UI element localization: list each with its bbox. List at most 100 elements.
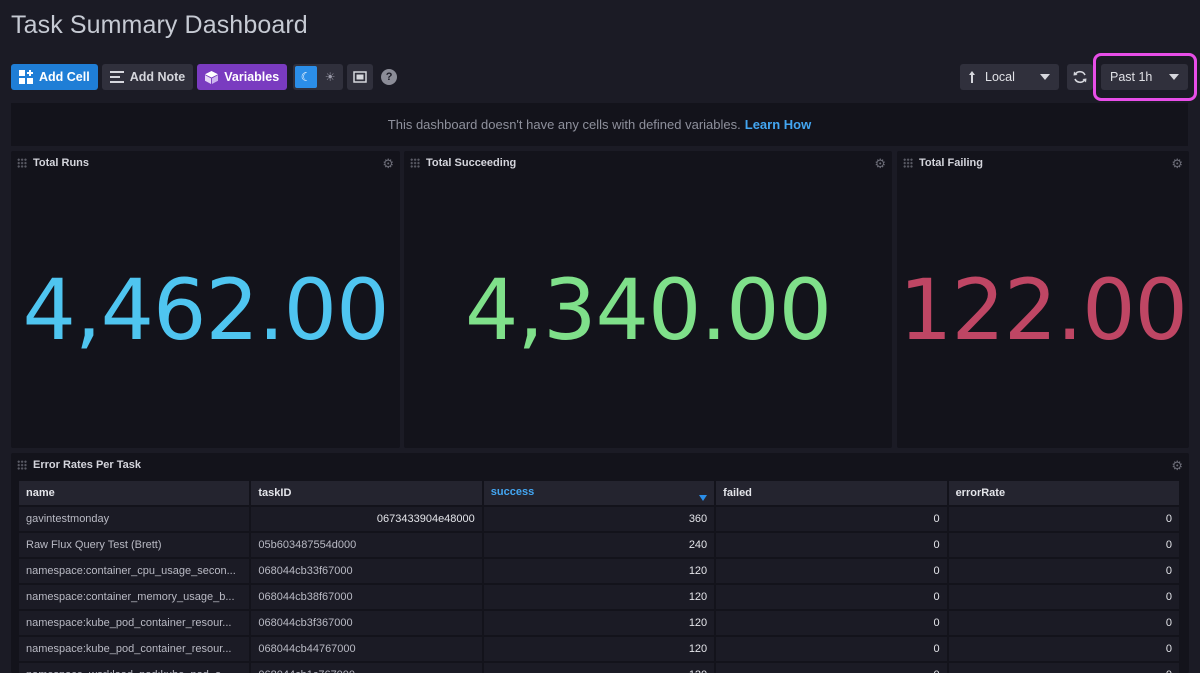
error-rates-table: name taskID success failed errorRate gav… bbox=[17, 479, 1181, 673]
column-header-label: success bbox=[490, 485, 535, 498]
add-note-button[interactable]: Add Note bbox=[101, 64, 194, 90]
cell-success: 120 bbox=[483, 637, 715, 661]
cell-failed: 0 bbox=[716, 533, 947, 557]
cell-taskid: 05b603487554d000 bbox=[251, 533, 482, 557]
cell-name: namespace:kube_pod_container_resour... bbox=[19, 637, 250, 661]
column-header-failed[interactable]: failed bbox=[716, 481, 947, 505]
drag-handle-icon[interactable] bbox=[903, 158, 913, 168]
time-range-value: Past 1h bbox=[1110, 70, 1153, 84]
time-range-dropdown[interactable]: Past 1h bbox=[1101, 64, 1188, 90]
cell-taskid: 068044cb1c767000 bbox=[251, 663, 482, 673]
cell-name: gavintestmonday bbox=[19, 507, 250, 531]
fullscreen-icon bbox=[353, 71, 367, 83]
sun-icon[interactable]: ☀ bbox=[324, 70, 336, 84]
gear-icon[interactable]: ⚙ bbox=[1171, 458, 1183, 473]
single-stat-value: 4,462.00 bbox=[22, 261, 389, 359]
cell-errorrate: 0 bbox=[948, 507, 1179, 531]
gear-icon[interactable]: ⚙ bbox=[382, 156, 394, 171]
dashboard-controls: Local Past 1h bbox=[960, 64, 1188, 90]
cell-errorrate: 0 bbox=[948, 637, 1179, 661]
cell-taskid: 068044cb44767000 bbox=[251, 637, 482, 661]
add-cell-label: Add Cell bbox=[39, 70, 90, 84]
cell-name: namespace:container_memory_usage_b... bbox=[19, 585, 250, 609]
add-cell-icon bbox=[19, 70, 33, 84]
help-icon[interactable]: ? bbox=[381, 69, 398, 85]
cell-title: Total Runs bbox=[33, 157, 90, 169]
refresh-icon bbox=[1073, 70, 1087, 84]
cell-failed: 0 bbox=[716, 663, 947, 673]
add-note-label: Add Note bbox=[129, 70, 186, 84]
cell-success: 120 bbox=[483, 585, 715, 609]
cell-total-runs: Total Runs ⚙ 4,462.00 bbox=[11, 151, 400, 448]
learn-how-link[interactable]: Learn How bbox=[744, 117, 812, 132]
cell-title: Total Succeeding bbox=[426, 157, 517, 169]
timezone-dropdown[interactable]: Local bbox=[960, 64, 1059, 90]
drag-handle-icon[interactable] bbox=[17, 158, 27, 168]
page-title: Task Summary Dashboard bbox=[11, 11, 308, 39]
cell-name: namespace:kube_pod_container_resour... bbox=[19, 611, 250, 635]
single-stat-value: 122.00 bbox=[899, 261, 1188, 359]
table-row: namespace_workload_pod:kube_pod_o... 068… bbox=[19, 663, 1179, 673]
cell-total-succeeding: Total Succeeding ⚙ 4,340.00 bbox=[404, 151, 892, 448]
cell-failed: 0 bbox=[716, 507, 947, 531]
cell-taskid: 068044cb38f67000 bbox=[251, 585, 482, 609]
cell-failed: 0 bbox=[716, 559, 947, 583]
table-row: gavintestmonday 0673433904e48000 360 0 0 bbox=[19, 507, 1179, 531]
variables-label: Variables bbox=[224, 70, 280, 84]
cell-failed: 0 bbox=[716, 585, 947, 609]
sort-descending-icon bbox=[699, 494, 708, 501]
column-header-success[interactable]: success bbox=[483, 481, 715, 505]
cell-total-failing: Total Failing ⚙ 122.00 bbox=[897, 151, 1189, 448]
table-row: namespace:container_memory_usage_b... 06… bbox=[19, 585, 1179, 609]
column-header-errorrate[interactable]: errorRate bbox=[948, 481, 1179, 505]
drag-handle-icon[interactable] bbox=[17, 460, 27, 470]
cell-error-rates: Error Rates Per Task ⚙ name taskID succe… bbox=[11, 453, 1189, 673]
cell-name: namespace_workload_pod:kube_pod_o... bbox=[19, 663, 250, 673]
cell-success: 120 bbox=[483, 611, 715, 635]
theme-toggle[interactable]: ☾ ☀ bbox=[293, 64, 344, 90]
add-cell-button[interactable]: Add Cell bbox=[11, 64, 98, 90]
timezone-icon bbox=[969, 71, 975, 83]
gear-icon[interactable]: ⚙ bbox=[874, 156, 886, 171]
table-header-row: name taskID success failed errorRate bbox=[19, 481, 1179, 505]
cell-success: 120 bbox=[483, 663, 715, 673]
cube-icon bbox=[205, 70, 219, 84]
cell-taskid: 068044cb33f67000 bbox=[251, 559, 482, 583]
moon-icon[interactable]: ☾ bbox=[295, 66, 318, 88]
presentation-mode-button[interactable] bbox=[347, 64, 374, 90]
cell-success: 360 bbox=[483, 507, 715, 531]
note-icon bbox=[109, 71, 124, 83]
refresh-button[interactable] bbox=[1067, 64, 1093, 90]
gear-icon[interactable]: ⚙ bbox=[1171, 156, 1183, 171]
cell-taskid: 0673433904e48000 bbox=[251, 507, 482, 531]
chevron-down-icon bbox=[1040, 74, 1050, 80]
cell-title: Error Rates Per Task bbox=[33, 459, 142, 471]
variables-notice: This dashboard doesn't have any cells wi… bbox=[11, 103, 1188, 146]
dashboard-toolbar: Add Cell Add Note Variables ☾ ☀ ? bbox=[11, 64, 398, 90]
chevron-down-icon bbox=[1169, 74, 1179, 80]
drag-handle-icon[interactable] bbox=[410, 158, 420, 168]
notice-text: This dashboard doesn't have any cells wi… bbox=[387, 117, 741, 132]
timezone-value: Local bbox=[985, 70, 1015, 84]
cell-errorrate: 0 bbox=[948, 559, 1179, 583]
cell-success: 120 bbox=[483, 559, 715, 583]
cell-failed: 0 bbox=[716, 611, 947, 635]
column-header-name[interactable]: name bbox=[19, 481, 250, 505]
table-row: namespace:container_cpu_usage_secon... 0… bbox=[19, 559, 1179, 583]
column-header-taskid[interactable]: taskID bbox=[251, 481, 482, 505]
cell-errorrate: 0 bbox=[948, 663, 1179, 673]
cell-success: 240 bbox=[483, 533, 715, 557]
variables-button[interactable]: Variables bbox=[197, 64, 288, 90]
cell-name: namespace:container_cpu_usage_secon... bbox=[19, 559, 250, 583]
single-stat-value: 4,340.00 bbox=[464, 261, 832, 359]
cell-errorrate: 0 bbox=[948, 611, 1179, 635]
table-row: namespace:kube_pod_container_resour... 0… bbox=[19, 637, 1179, 661]
cell-errorrate: 0 bbox=[948, 585, 1179, 609]
cell-errorrate: 0 bbox=[948, 533, 1179, 557]
table-row: Raw Flux Query Test (Brett) 05b603487554… bbox=[19, 533, 1179, 557]
cell-title: Total Failing bbox=[919, 157, 983, 169]
table-row: namespace:kube_pod_container_resour... 0… bbox=[19, 611, 1179, 635]
cell-name: Raw Flux Query Test (Brett) bbox=[19, 533, 250, 557]
cell-failed: 0 bbox=[716, 637, 947, 661]
cell-taskid: 068044cb3f367000 bbox=[251, 611, 482, 635]
